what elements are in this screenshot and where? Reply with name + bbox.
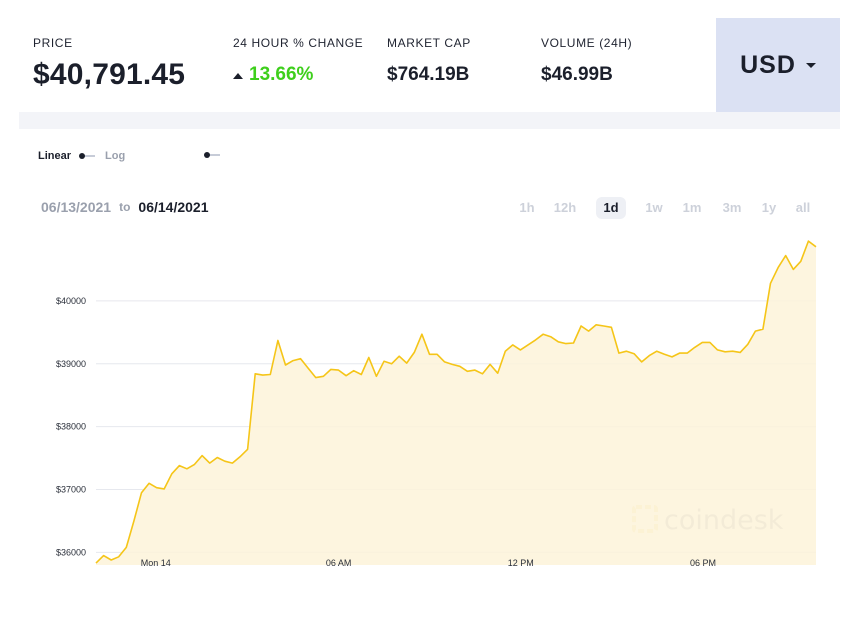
- x-tick-label: 06 AM: [326, 558, 352, 568]
- change-value-wrap: 13.66%: [233, 64, 363, 86]
- switch-track: [83, 155, 96, 157]
- switch-knob: [79, 153, 86, 159]
- caret-down-icon: [805, 62, 816, 68]
- currency-label: USD: [740, 50, 796, 79]
- secondary-toggle[interactable]: [196, 150, 230, 160]
- range-1w[interactable]: 1w: [645, 200, 663, 215]
- x-tick-label: 12 PM: [508, 558, 534, 568]
- range-1y[interactable]: 1y: [761, 200, 777, 215]
- range-1d[interactable]: 1d: [596, 197, 626, 219]
- price-label: PRICE: [33, 36, 73, 50]
- range-1m[interactable]: 1m: [682, 200, 702, 215]
- price-area: [96, 241, 816, 565]
- y-tick-label: $40000: [56, 296, 86, 306]
- change-label: 24 HOUR % CHANGE: [233, 36, 364, 50]
- date-to[interactable]: 06/14/2021: [138, 199, 209, 215]
- price-line: [95, 240, 817, 564]
- log-label: Log: [105, 150, 126, 162]
- stats-bar: PRICE $40,791.45 24 HOUR % CHANGE 13.66%…: [0, 0, 860, 112]
- switch-track: [208, 154, 220, 156]
- market-cap-value: $764.19B: [387, 64, 470, 85]
- range-1h[interactable]: 1h: [519, 200, 535, 215]
- date-range: 06/13/2021 to 06/14/2021: [41, 199, 208, 215]
- date-from[interactable]: 06/13/2021: [41, 199, 112, 215]
- x-tick-label: 06 PM: [690, 558, 716, 568]
- volume-label: VOLUME (24H): [541, 36, 633, 50]
- change-stat: 24 HOUR % CHANGE 13.66%: [233, 36, 363, 86]
- range-all[interactable]: all: [795, 200, 811, 215]
- market-cap-label: MARKET CAP: [387, 36, 471, 50]
- scale-toggle[interactable]: Linear Log: [38, 150, 125, 162]
- scale-switch[interactable]: [79, 151, 97, 161]
- y-tick-label: $37000: [56, 485, 86, 495]
- y-tick-label: $36000: [56, 547, 86, 557]
- linear-label: Linear: [38, 150, 72, 162]
- x-axis: Mon 14 06 AM 12 PM 06 PM: [141, 558, 716, 568]
- x-tick-label: Mon 14: [141, 558, 171, 568]
- y-tick-label: $38000: [56, 422, 86, 432]
- range-3m[interactable]: 3m: [722, 200, 742, 215]
- volume-stat: VOLUME (24H) $46.99B: [541, 36, 632, 86]
- currency-dropdown[interactable]: USD: [716, 18, 840, 112]
- secondary-switch[interactable]: [204, 150, 222, 160]
- up-arrow-icon: [233, 73, 243, 79]
- y-tick-label: $39000: [56, 359, 86, 369]
- switch-knob: [204, 152, 210, 158]
- date-to-word: to: [119, 200, 131, 214]
- price-value: $40,791.45: [33, 58, 186, 91]
- panel-divider: [19, 112, 840, 129]
- range-12h[interactable]: 12h: [553, 200, 577, 215]
- y-axis: $36000 $37000 $38000 $39000 $40000: [56, 296, 86, 558]
- price-stat: PRICE $40,791.45: [33, 36, 185, 92]
- volume-value: $46.99B: [541, 64, 613, 85]
- market-cap-stat: MARKET CAP $764.19B: [387, 36, 471, 86]
- change-value: 13.66%: [249, 64, 314, 85]
